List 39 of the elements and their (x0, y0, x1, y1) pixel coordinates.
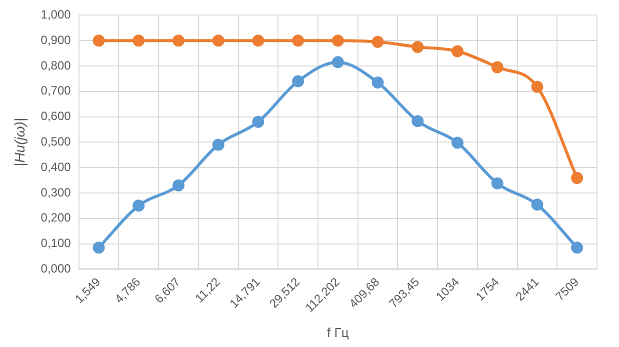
point (172, 34, 184, 47)
y-tick-label: 0,800 (40, 58, 72, 72)
y-axis-title: |Hu(jω)| (11, 118, 28, 166)
point (571, 172, 584, 184)
y-tick-label: 0,200 (40, 210, 72, 225)
point (172, 179, 184, 192)
point (372, 76, 384, 89)
point (292, 75, 304, 88)
y-tick-label: 0,700 (40, 84, 72, 98)
point (491, 177, 504, 190)
x-axis-title: f Гц (327, 324, 350, 340)
point (332, 34, 344, 47)
point (451, 45, 464, 58)
y-tick-label: 0,500 (40, 134, 72, 148)
point (292, 34, 304, 47)
point (92, 34, 105, 47)
point (531, 198, 544, 211)
point (491, 61, 504, 74)
point (132, 200, 145, 212)
y-tick-label: 0,300 (40, 185, 72, 200)
point (252, 116, 264, 128)
y-tick-label: 0,600 (40, 109, 72, 124)
point (92, 242, 105, 254)
point (332, 56, 344, 68)
point (132, 34, 145, 47)
point (412, 115, 424, 128)
y-tick-label: 0,100 (40, 236, 72, 250)
point (412, 40, 424, 53)
y-tick-label: 1,000 (40, 8, 72, 22)
y-tick-label: 0,900 (40, 32, 72, 47)
point (252, 34, 264, 47)
point (212, 138, 224, 151)
point (451, 136, 464, 149)
point (531, 80, 544, 93)
y-tick-label: 0,400 (40, 160, 72, 174)
y-tick-label: 0,000 (40, 261, 72, 276)
point (212, 34, 224, 47)
point (372, 36, 384, 48)
point (571, 242, 584, 254)
